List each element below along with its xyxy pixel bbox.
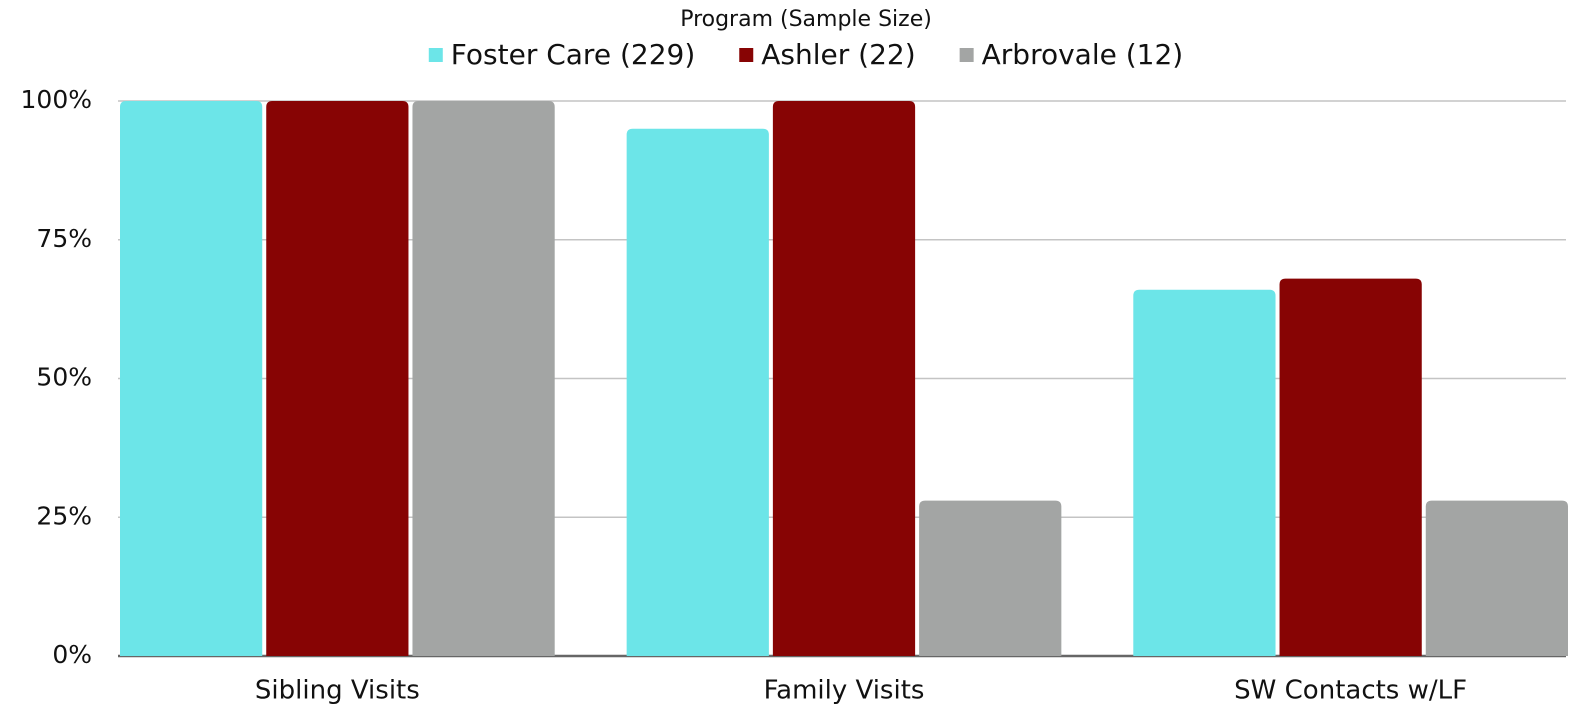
- legend-swatch: [959, 48, 974, 62]
- legend-swatch: [428, 48, 443, 62]
- x-tick-label: Family Visits: [764, 676, 925, 706]
- y-tick-label: 50%: [36, 363, 92, 392]
- legend-swatch: [739, 48, 754, 62]
- bar: [772, 101, 916, 656]
- legend-label: Foster Care (229): [451, 38, 695, 71]
- bar: [919, 500, 1062, 656]
- legend-label: Ashler (22): [761, 38, 915, 71]
- x-tick-label: SW Contacts w/LF: [1234, 676, 1467, 706]
- bar: [120, 101, 263, 656]
- y-tick-label: 0%: [52, 640, 92, 669]
- bar: [626, 128, 769, 656]
- y-tick-label: 100%: [21, 85, 92, 114]
- legend-title: Program (Sample Size): [680, 7, 932, 32]
- y-tick-label: 25%: [36, 501, 92, 530]
- bar: [1279, 278, 1422, 656]
- y-tick-label: 75%: [36, 224, 92, 253]
- bar: [1133, 289, 1276, 656]
- bar: [412, 101, 555, 656]
- bar: [266, 101, 409, 656]
- bar: [1425, 500, 1568, 656]
- legend-label: Arbrovale (12): [982, 38, 1184, 71]
- x-tick-label: Sibling Visits: [255, 676, 420, 706]
